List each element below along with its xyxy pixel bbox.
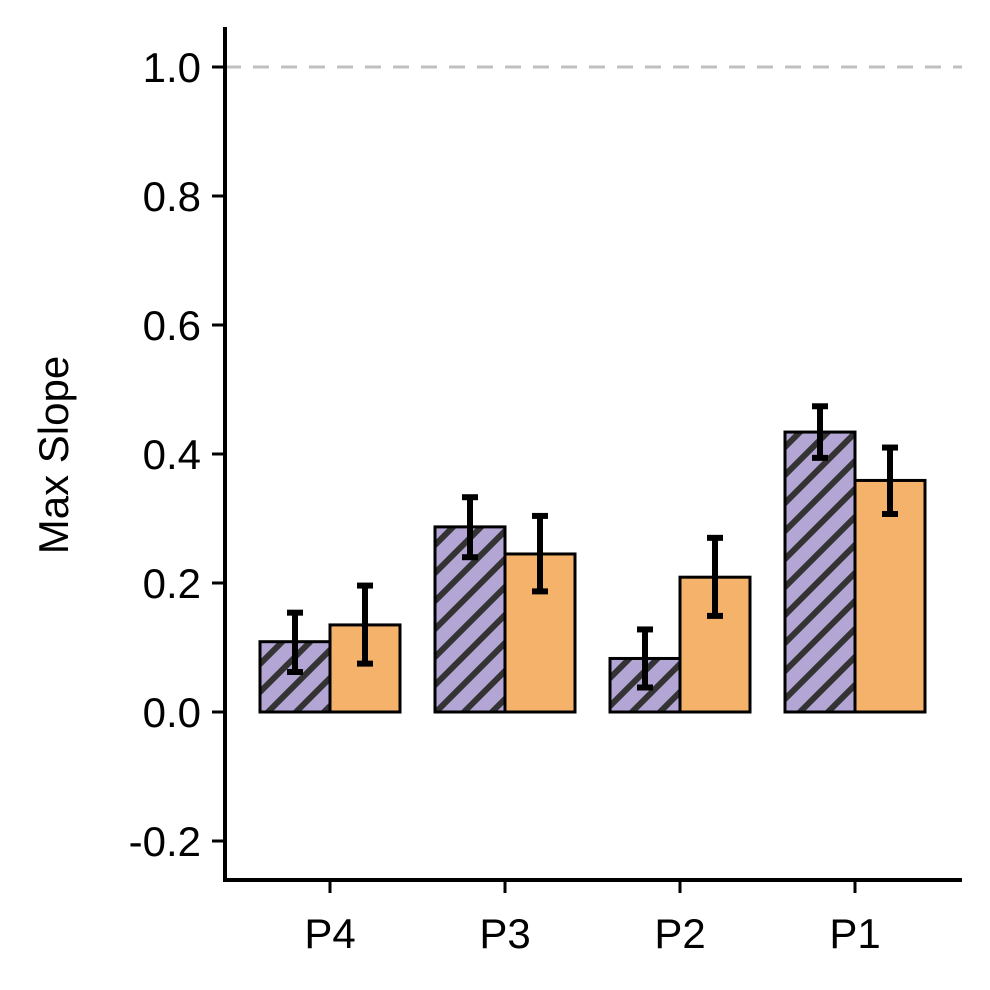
y-tick-label: 1.0 — [143, 44, 201, 91]
error-bar-p3-series-1 — [462, 494, 478, 561]
y-tick-label: 0.4 — [143, 431, 201, 478]
y-tick-label: 0.2 — [143, 560, 201, 607]
x-tick-label: P1 — [829, 910, 880, 957]
error-bar-p4-series-2 — [357, 582, 373, 667]
bar-p1-series-1 — [783, 430, 857, 714]
y-tick-label: 0.8 — [143, 173, 201, 220]
error-bar-p4-series-1 — [287, 609, 303, 676]
y-tick-label: 0.6 — [143, 302, 201, 349]
error-bars-layer — [287, 403, 898, 691]
error-bar-p1-series-2 — [882, 444, 898, 517]
x-tick-label: P3 — [479, 910, 530, 957]
x-tick-label: P2 — [654, 910, 705, 957]
y-tick-label: -0.2 — [129, 818, 201, 865]
bars-layer — [258, 430, 927, 714]
error-bar-p2-series-1 — [637, 626, 653, 691]
x-tick-label: P4 — [304, 910, 355, 957]
error-bar-p2-series-2 — [707, 534, 723, 619]
error-bar-p1-series-1 — [812, 403, 828, 461]
error-bar-p3-series-2 — [532, 512, 548, 595]
axes: -0.2 0.0 0.2 0.4 0.6 0.8 1.0 P4 P3 P2 P1 — [129, 27, 962, 957]
y-tick-label: 0.0 — [143, 689, 201, 736]
y-axis-title: Max Slope — [30, 356, 77, 554]
